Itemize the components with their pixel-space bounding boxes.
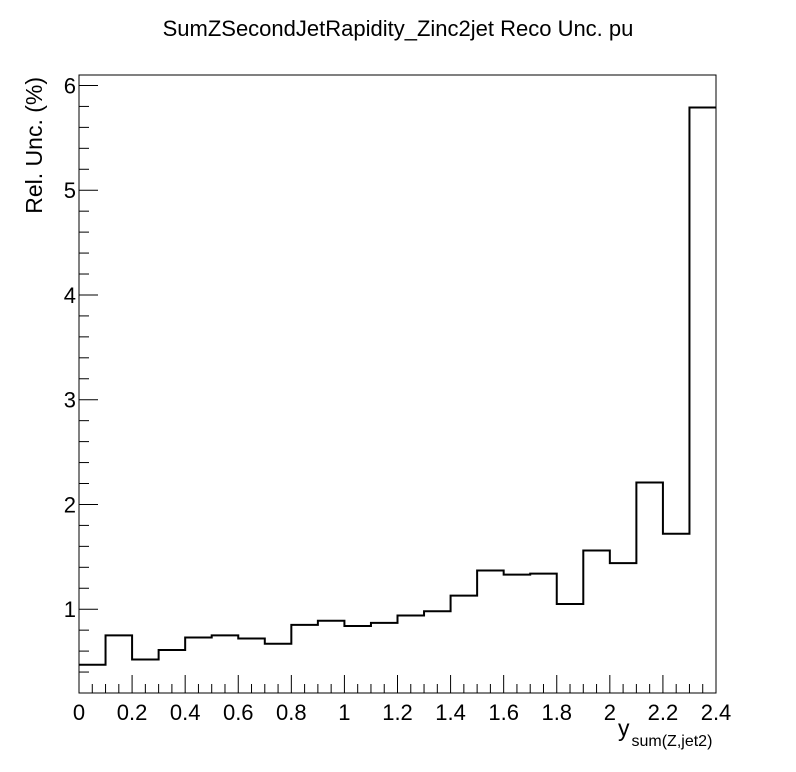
x-tick-label: 0.2 (117, 700, 148, 725)
plot-frame (78, 74, 717, 694)
x-tick-label: 1.2 (382, 700, 413, 725)
y-axis-ticks (79, 84, 98, 694)
x-tick-label: 0.6 (223, 700, 254, 725)
y-axis-tick-labels: 1 2 3 4 5 6 (64, 73, 76, 622)
histogram-line (79, 106, 716, 666)
y-tick-label: 3 (64, 388, 76, 413)
y-tick-label: 6 (64, 73, 76, 98)
x-tick-label: 0.8 (276, 700, 307, 725)
x-tick-label: 1.6 (488, 700, 519, 725)
chart-title: SumZSecondJetRapidity_Zinc2jet Reco Unc.… (163, 16, 634, 41)
x-tick-label: 2 (604, 700, 616, 725)
y-tick-label: 1 (64, 597, 76, 622)
x-tick-label: 2.2 (648, 700, 679, 725)
x-axis-label-main: y (618, 715, 630, 741)
x-axis-label-subscript: sum(Z,jet2) (632, 733, 713, 750)
x-axis-label: ysum(Z,jet2) (618, 715, 712, 750)
y-tick-label: 2 (64, 492, 76, 517)
x-tick-label: 1.8 (541, 700, 572, 725)
x-axis-tick-labels: 0 0.2 0.4 0.6 0.8 1 1.2 1.4 1.6 1.8 2 2.2 2.4 (73, 700, 731, 725)
x-tick-label: 0 (73, 700, 85, 725)
x-tick-label: 2.4 (701, 700, 732, 725)
x-tick-label: 0.4 (170, 700, 201, 725)
y-axis-label: Rel. Unc. (%) (21, 77, 47, 214)
x-axis-ticks (78, 675, 717, 693)
x-tick-label: 1.4 (435, 700, 466, 725)
y-tick-label: 4 (64, 283, 76, 308)
y-tick-label: 5 (64, 178, 76, 203)
x-tick-label: 1 (338, 700, 350, 725)
